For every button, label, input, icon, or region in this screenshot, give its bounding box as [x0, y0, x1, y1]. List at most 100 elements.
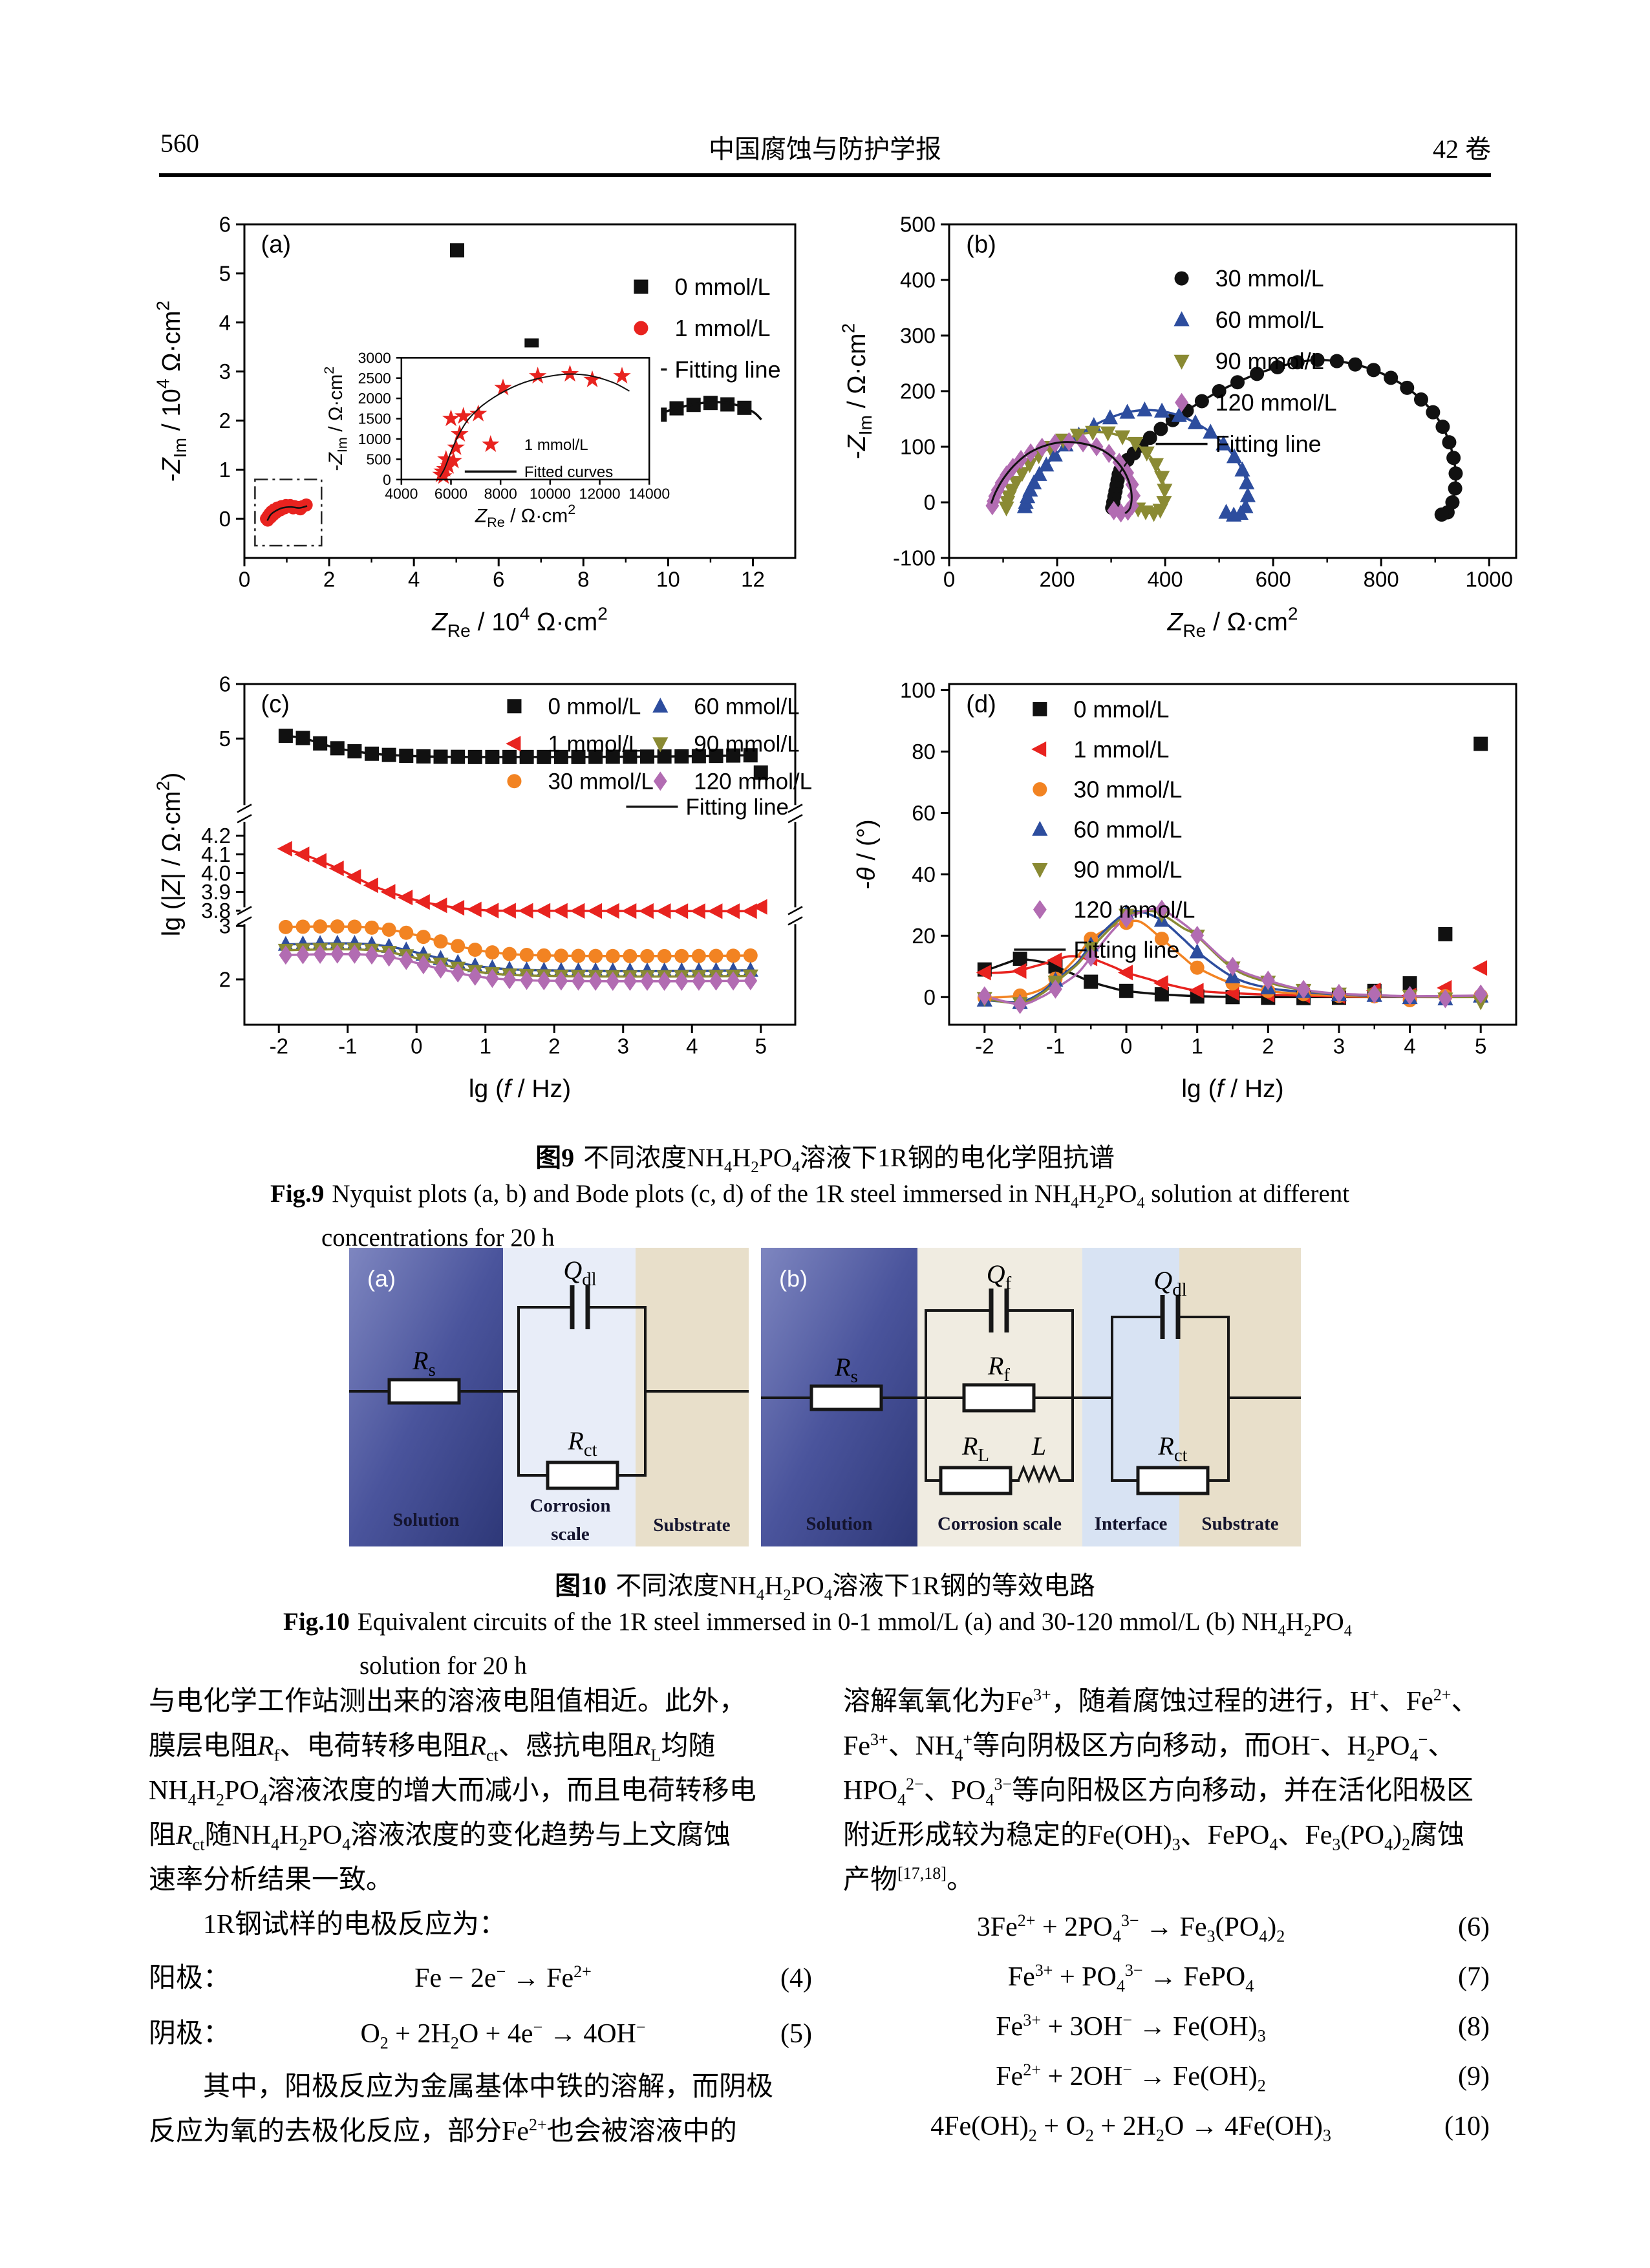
svg-text:6: 6: [219, 672, 231, 696]
equation-number: (10): [1444, 2112, 1490, 2141]
svg-text:-2: -2: [975, 1034, 994, 1058]
equation-formula: 3Fe2+ + 2PO43− → Fe3(PO4)2: [976, 1911, 1285, 1946]
svg-text:Rs: Rs: [834, 1353, 858, 1387]
equation-formula: Fe3+ + PO43− → FePO4: [1007, 1961, 1254, 1996]
svg-text:1: 1: [219, 458, 231, 482]
svg-text:100: 100: [900, 435, 936, 459]
svg-text:400: 400: [1148, 567, 1183, 591]
svg-text:Rct: Rct: [1157, 1431, 1187, 1466]
text-line: 膜层电阻Rf、电荷转移电阻Rct、感抗电阻RL均随: [149, 1731, 716, 1765]
svg-text:1 mmol/L: 1 mmol/L: [674, 315, 770, 341]
svg-text:RL: RL: [961, 1431, 989, 1466]
equation-label: 阴极：: [149, 2018, 231, 2049]
body-right-column: 溶解氧氧化为Fe3+，随着腐蚀过程的进行，H+、Fe2+、 Fe3+、NH4+等向…: [843, 1680, 1490, 2152]
svg-text:lg (f / Hz): lg (f / Hz): [1181, 1075, 1283, 1103]
svg-text:3000: 3000: [358, 349, 391, 366]
svg-text:100: 100: [900, 678, 936, 702]
svg-text:0: 0: [924, 985, 936, 1009]
svg-text:30 mmol/L: 30 mmol/L: [1073, 776, 1182, 803]
svg-text:5: 5: [1475, 1034, 1486, 1058]
svg-text:60 mmol/L: 60 mmol/L: [1216, 306, 1324, 333]
fig10-caption-zh: 图10 不同浓度NH4H2PO4溶液下1R钢的等效电路: [0, 1565, 1650, 1603]
svg-text:500: 500: [366, 451, 391, 467]
equation-label: 阳极：: [149, 1963, 231, 1993]
svg-text:1: 1: [1192, 1034, 1203, 1058]
svg-text:Fitting line: Fitting line: [685, 795, 789, 820]
svg-text:120 mmol/L: 120 mmol/L: [1216, 389, 1337, 416]
svg-text:Fitting line: Fitting line: [1073, 937, 1179, 963]
fig10-caption-en-prefix: Fig.10: [283, 1608, 350, 1636]
svg-text:4.2: 4.2: [201, 824, 231, 848]
svg-text:2500: 2500: [358, 370, 391, 387]
nyquist-plot-b: 0 200 400 600 800 1000 -100 0 100 200 300 400 500 ZRe…: [830, 208, 1534, 665]
equation-number: (4): [780, 1963, 812, 1993]
svg-text:14000: 14000: [628, 486, 670, 502]
svg-text:scale: scale: [551, 1524, 590, 1545]
svg-text:4: 4: [1404, 1034, 1415, 1058]
svg-text:-100: -100: [893, 546, 936, 570]
svg-text:Qdl: Qdl: [1153, 1266, 1186, 1300]
svg-text:500: 500: [900, 213, 936, 237]
svg-text:0: 0: [411, 1034, 422, 1058]
svg-text:(d): (d): [966, 691, 996, 718]
svg-text:0 mmol/L: 0 mmol/L: [1073, 696, 1169, 723]
svg-text:Corrosion scale: Corrosion scale: [938, 1514, 1062, 1534]
svg-text:3.9: 3.9: [201, 880, 231, 904]
chart-svg-d: -2 -1 0 1 2 3 4 5 0 20 40 60 80 100 lg (f / Hz) -θ / (°…: [853, 678, 1517, 1103]
equation-number: (7): [1458, 1962, 1490, 1992]
text-line: NH4H2PO4溶液浓度的增大而减小，而且电荷转移电: [149, 1776, 756, 1810]
svg-text:1000: 1000: [358, 431, 391, 447]
svg-text:30 mmol/L: 30 mmol/L: [1216, 265, 1324, 292]
text-line: 与电化学工作站测出来的溶液电阻值相近。此外，: [149, 1687, 747, 1717]
equivalent-circuits-figure: Rs Rct Qdl Solution Corrosion scale Substrate (…: [349, 1248, 1301, 1546]
fig9-caption-zh-prefix: 图9: [535, 1143, 575, 1172]
text-line: Fe3+、NH4+等向阴极区方向移动，而OH−、H2PO4−、: [843, 1730, 1455, 1765]
svg-text:Rct: Rct: [567, 1426, 597, 1460]
svg-text:60: 60: [912, 801, 936, 825]
chart-svg-b: 0 200 400 600 800 1000 -100 0 100 200 300 400 500 ZRe…: [839, 213, 1517, 641]
svg-text:ZRe / Ω·cm2: ZRe / Ω·cm2: [475, 501, 575, 530]
svg-text:3: 3: [219, 359, 231, 383]
fig10-caption-zh-prefix: 图10: [555, 1571, 607, 1600]
svg-text:L: L: [1031, 1431, 1046, 1460]
svg-text:5: 5: [219, 727, 231, 751]
svg-text:300: 300: [900, 324, 936, 348]
svg-text:Fitting line: Fitting line: [1216, 431, 1322, 457]
svg-text:3: 3: [219, 914, 231, 938]
equation-number: (8): [1458, 2012, 1490, 2042]
svg-text:(c): (c): [261, 691, 290, 718]
svg-text:5: 5: [755, 1034, 767, 1058]
svg-text:6: 6: [219, 213, 231, 237]
nyquist-plot-a: 0 2 4 6 8 10 12 0 1 2 3 4 5 6 ZRe / 104 Ω·cm2 -ZIm / 10…: [147, 208, 815, 665]
svg-text:0: 0: [924, 491, 936, 515]
svg-text:Qdl: Qdl: [563, 1256, 596, 1290]
journal-title: 中国腐蚀与防护学报: [709, 134, 941, 164]
svg-text:2: 2: [219, 409, 231, 433]
svg-text:4.1: 4.1: [201, 842, 231, 866]
equation-number: (6): [1458, 1912, 1490, 1942]
fig9-caption-zh: 图9 不同浓度NH4H2PO4溶液下1R钢的电化学阻抗谱: [0, 1137, 1650, 1175]
svg-text:800: 800: [1364, 567, 1399, 591]
svg-text:1 mmol/L: 1 mmol/L: [524, 436, 588, 454]
svg-text:8: 8: [577, 567, 589, 591]
equation-row-6: 3Fe2+ + 2PO43− → Fe3(PO4)2 (6): [843, 1903, 1490, 1952]
svg-text:80: 80: [912, 740, 936, 764]
page-number: 560: [160, 129, 199, 158]
svg-text:1500: 1500: [358, 411, 391, 427]
svg-text:0: 0: [383, 471, 391, 488]
svg-text:10: 10: [656, 567, 680, 591]
svg-text:Substrate: Substrate: [1201, 1514, 1278, 1534]
fig9-caption-en-prefix: Fig.9: [270, 1180, 325, 1208]
svg-text:600: 600: [1256, 567, 1291, 591]
text-line: 1R钢试样的电极反应为：: [203, 1910, 507, 1940]
svg-text:1 mmol/L: 1 mmol/L: [1073, 736, 1169, 763]
circuit-svg: Rs Rf RL Rct Qf Qdl L Solution Corrosion scale In…: [761, 1248, 1301, 1546]
svg-text:-1: -1: [1046, 1034, 1065, 1058]
equation-row-9: Fe2+ + 2OH− → Fe(OH)2 (9): [843, 2052, 1490, 2102]
svg-text:2: 2: [548, 1034, 560, 1058]
svg-text:10000: 10000: [530, 486, 571, 502]
svg-text:20: 20: [912, 924, 936, 948]
